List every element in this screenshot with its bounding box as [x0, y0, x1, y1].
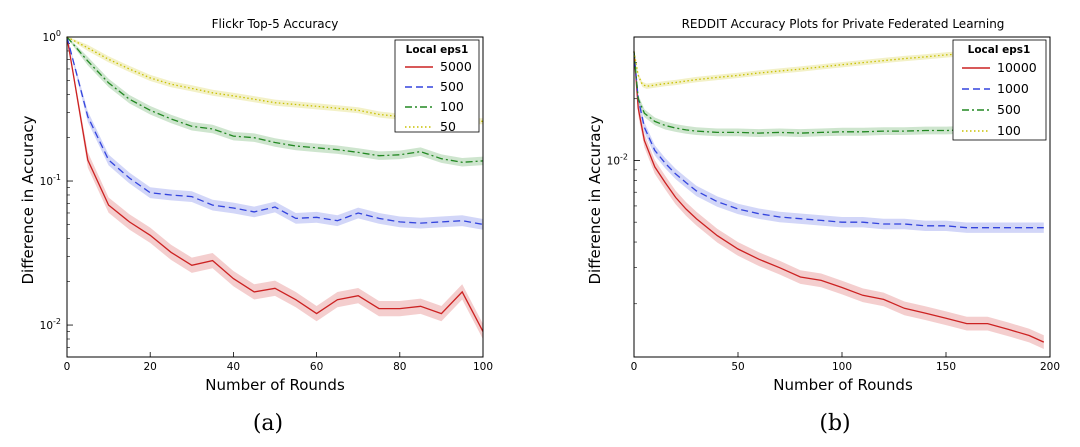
chart-a-legend-label-50: 50: [440, 119, 456, 134]
chart-b: REDDIT Accuracy Plots for Private Federa…: [586, 17, 1060, 436]
chart-a-xtick-label: 60: [310, 361, 323, 373]
chart-b-series-1000: [633, 51, 1044, 229]
chart-a-legend: Local eps1 5000 500 100 50: [394, 39, 480, 134]
chart-a-legend-label-500: 500: [440, 79, 464, 94]
chart-b-legend-box: [952, 39, 1047, 141]
chart-b-legend: Local eps1 10000 1000 500 100: [952, 39, 1047, 141]
chart-b-xtick-label: 150: [936, 361, 956, 373]
chart-b-xtick-label: 200: [1040, 361, 1060, 373]
chart-a-xtick-label: 20: [144, 361, 157, 373]
chart-a-legend-title: Local eps1: [406, 44, 469, 56]
chart-b-ylabel: Difference in Accuracy: [586, 115, 604, 284]
chart-a-series-500: [66, 36, 484, 226]
chart-a-series-50: [66, 36, 483, 122]
chart-b-caption: (b): [819, 411, 850, 436]
chart-a-xtick-label: 0: [64, 361, 71, 373]
chart-b-xtick-label: 100: [832, 361, 852, 373]
chart-a-xlabel: Number of Rounds: [205, 376, 345, 394]
chart-b-xtick-label: 50: [731, 361, 744, 373]
chart-b-series-10000: [633, 51, 1045, 343]
chart-b-xtick-label: 0: [631, 361, 638, 373]
chart-a-series-100: [66, 36, 484, 163]
chart-a-xtick-label: 80: [393, 361, 406, 373]
chart-a-band-5000: [67, 35, 483, 340]
chart-a-legend-label-5000: 5000: [440, 59, 472, 74]
chart-a-title: Flickr Top-5 Accuracy: [212, 17, 339, 31]
chart-b-legend-label-10000: 10000: [997, 60, 1037, 75]
chart-b-legend-label-500: 500: [997, 102, 1021, 117]
chart-a-ylabel: Difference in Accuracy: [19, 115, 37, 284]
chart-b-legend-label-100: 100: [997, 123, 1021, 138]
chart-b-band-100: [634, 46, 1044, 89]
chart-a-legend-label-100: 100: [440, 99, 464, 114]
chart-b-band-10000: [634, 50, 1044, 349]
chart-a-legend-box: [394, 39, 480, 133]
chart-b-legend-title: Local eps1: [968, 44, 1031, 56]
chart-a-xtick-label: 100: [473, 361, 493, 373]
chart-a-ytick-label: 10-2: [40, 317, 61, 332]
chart-b-title: REDDIT Accuracy Plots for Private Federa…: [682, 17, 1005, 31]
chart-a-xtick-label: 40: [227, 361, 240, 373]
chart-b-xlabel: Number of Rounds: [773, 376, 913, 394]
chart-b-legend-label-1000: 1000: [997, 81, 1029, 96]
chart-a-frame: [66, 36, 484, 358]
chart-a-ytick-label: 100: [43, 29, 61, 44]
chart-a-caption: (a): [253, 411, 283, 436]
chart-a-ytick-label: 10-1: [40, 173, 61, 188]
chart-a-series-5000: [66, 36, 484, 332]
chart-b-frame: [633, 36, 1051, 358]
chart-b-ytick-label: 10-2: [607, 152, 628, 167]
chart-a-band-100: [67, 36, 483, 167]
chart-a: Flickr Top-5 Accuracy Number of Rounds D…: [19, 17, 493, 436]
